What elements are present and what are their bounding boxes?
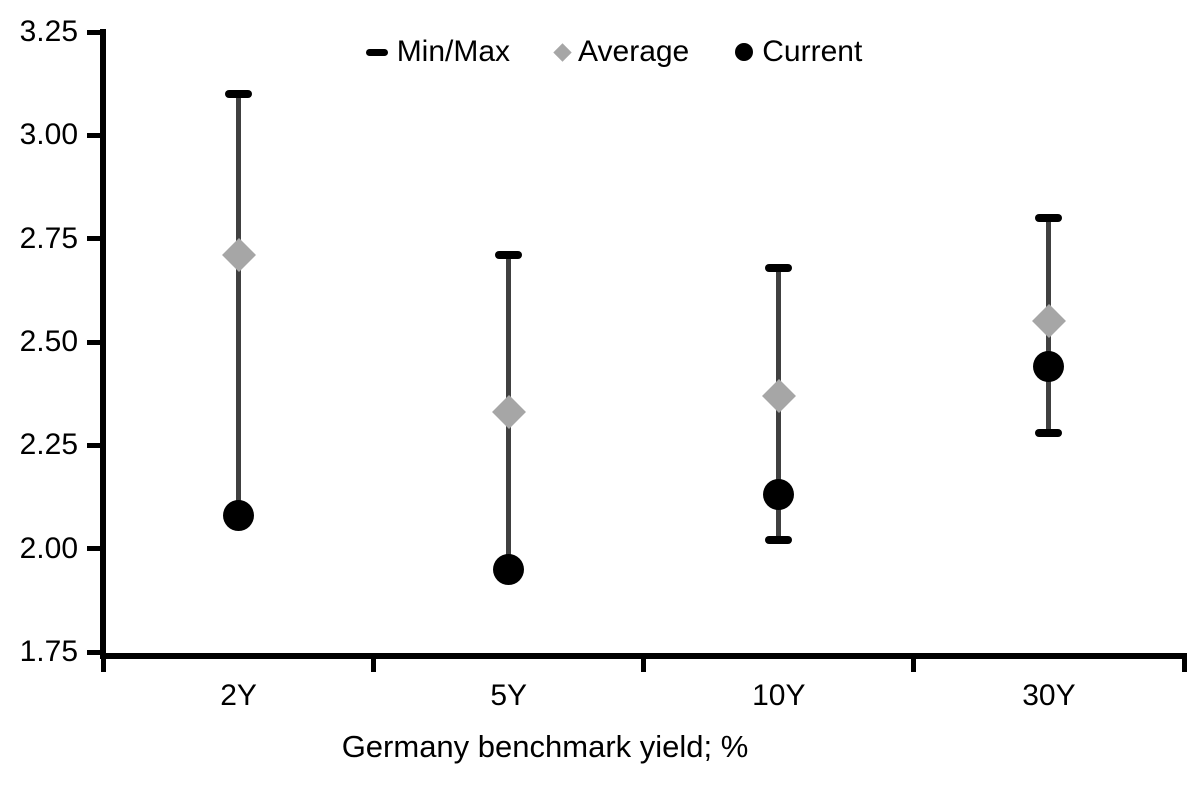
x-category-label-10Y: 10Y [752, 679, 806, 712]
y-tick-label: 1.75 [19, 635, 78, 668]
legend-item-current: Current [735, 35, 862, 69]
average-marker-2Y [221, 238, 256, 273]
legend-label-average: Average [578, 35, 690, 68]
y-tick [87, 339, 100, 345]
y-tick-label: 3.25 [19, 15, 78, 48]
legend-label-current: Current [762, 35, 863, 68]
max-cap-5Y [495, 251, 523, 260]
x-category-label-2Y: 2Y [220, 679, 257, 712]
x-category-label-5Y: 5Y [490, 679, 528, 712]
x-axis-title: Germany benchmark yield; % [341, 729, 749, 764]
y-tick-label: 3.00 [19, 118, 78, 152]
x-tick [1181, 653, 1187, 672]
average-marker-10Y [761, 378, 796, 413]
y-tick-label: 2.75 [19, 221, 78, 255]
max-cap-30Y [1035, 214, 1063, 222]
legend-item-minmax: Min/Max [365, 35, 511, 69]
y-tick [87, 29, 100, 35]
max-cap-10Y [765, 263, 793, 272]
current-circle-icon [735, 43, 754, 61]
current-marker-2Y [223, 500, 255, 532]
x-tick [641, 653, 647, 672]
min-cap-30Y [1035, 428, 1063, 437]
y-tick [87, 546, 100, 552]
average-marker-30Y [1031, 304, 1066, 339]
y-tick [87, 132, 100, 138]
y-tick [87, 236, 100, 242]
max-cap-2Y [225, 90, 253, 98]
x-category-label-30Y: 30Y [1022, 679, 1076, 712]
current-marker-10Y [763, 479, 795, 511]
min-cap-10Y [765, 536, 793, 545]
y-tick-label: 2.25 [19, 428, 78, 462]
legend-item-average: Average [553, 35, 690, 69]
y-tick-label: 2.00 [19, 531, 78, 565]
whisker-line-2Y [236, 94, 242, 516]
x-tick [911, 653, 917, 672]
y-tick-label: 2.50 [19, 325, 78, 358]
minmax-dash-icon [365, 48, 388, 56]
average-marker-5Y [491, 395, 526, 430]
chart-legend: Min/Max Average Current [28, 33, 1200, 71]
current-marker-5Y [493, 553, 525, 585]
legend-label-minmax: Min/Max [396, 35, 511, 68]
x-tick [101, 653, 106, 672]
y-tick [87, 649, 100, 655]
current-marker-30Y [1033, 351, 1065, 383]
y-axis-line [100, 29, 106, 659]
x-tick [371, 653, 377, 672]
y-tick [87, 442, 100, 448]
